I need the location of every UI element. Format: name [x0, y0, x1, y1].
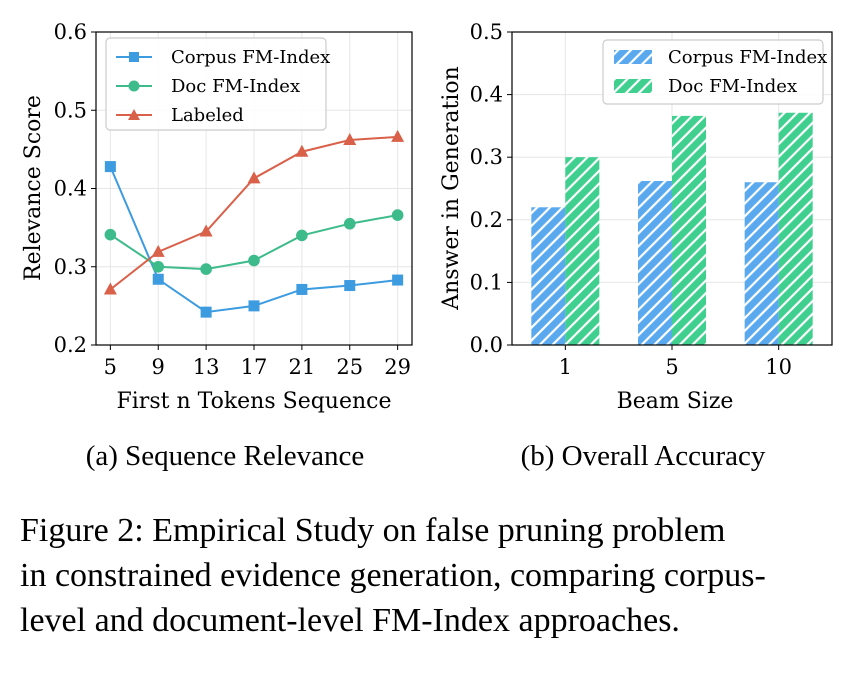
data-point-corpus-fm-index	[248, 300, 260, 312]
bar-doc-beam-5	[672, 115, 706, 345]
legend-label-corpus: Corpus FM-Index	[171, 47, 330, 68]
x-tick-label: 29	[384, 355, 411, 379]
data-point-doc-fm-index	[152, 260, 165, 273]
data-point-labeled	[151, 244, 165, 257]
data-point-labeled	[247, 171, 261, 184]
bar-doc-beam-10	[778, 112, 813, 345]
x-tick-label: 5	[104, 355, 117, 379]
legend-triangle-marker-icon	[128, 109, 140, 120]
x-tick-label: 10	[765, 355, 792, 379]
x-tick-label: 21	[289, 355, 316, 379]
y-tick-label: 0.0	[470, 333, 503, 357]
legend-label-doc-bar: Doc FM-Index	[668, 76, 797, 97]
data-point-corpus-fm-index	[344, 280, 356, 292]
legend-label-corpus-bar: Corpus FM-Index	[668, 47, 827, 68]
bar-doc-beam-1	[565, 157, 600, 345]
data-point-doc-fm-index	[296, 229, 308, 242]
legend-label-labeled: Labeled	[171, 105, 244, 126]
y-tick-label: 0.2	[470, 208, 503, 232]
y-tick-label: 0.3	[54, 255, 87, 279]
x-tick-label: 13	[193, 355, 220, 379]
x-tick-label: 1	[559, 355, 572, 379]
accuracy-bar-chart: 1 5 10 0.00.10.20.30.40.5 Beam Size Answer…	[439, 20, 833, 414]
data-point-labeled	[391, 129, 405, 142]
data-point-labeled	[103, 282, 117, 295]
x-tick-label: 25	[336, 355, 363, 379]
figure-caption: Figure 2: Empirical Study on false pruni…	[20, 508, 850, 643]
relevance-x-axis-label: First n Tokens Sequence	[117, 389, 392, 414]
x-tick-label: 17	[241, 355, 268, 379]
relevance-legend: Corpus FM-Index Doc FM-Index Labeled	[105, 37, 330, 131]
y-tick-label: 0.4	[54, 177, 87, 201]
data-point-doc-fm-index	[200, 263, 212, 275]
y-tick-label: 0.5	[470, 20, 503, 44]
data-point-corpus-fm-index	[296, 283, 308, 295]
data-point-corpus-fm-index	[392, 274, 404, 286]
data-point-corpus-fm-index	[152, 273, 164, 285]
y-tick-label: 0.1	[470, 270, 503, 294]
data-point-corpus-fm-index	[104, 161, 116, 173]
data-point-corpus-fm-index	[200, 306, 212, 318]
y-tick-label: 0.6	[54, 20, 87, 44]
relevance-x-ticks: 5 9 13 17 21 25 29	[104, 345, 411, 379]
accuracy-y-ticks: 0.0 0.1 0.2 0.3 0.4 0.5	[470, 20, 512, 357]
legend-hatch-green-swatch	[614, 79, 652, 93]
legend-square-marker-icon	[129, 52, 139, 62]
data-point-doc-fm-index	[104, 228, 117, 241]
caption-line-2: in constrained evidence generation, comp…	[20, 557, 766, 594]
bar-corpus-beam-1	[531, 207, 566, 345]
subcaption-a: (a) Sequence Relevance	[86, 440, 365, 472]
subcaption-b: (b) Overall Accuracy	[521, 440, 766, 472]
y-tick-label: 0.5	[54, 98, 87, 122]
relevance-y-ticks: 0.2 0.3 0.4 0.5 0.6	[54, 20, 96, 357]
y-tick-label: 0.2	[54, 333, 87, 357]
accuracy-legend: Corpus FM-Index Doc FM-Index	[602, 39, 827, 105]
accuracy-x-ticks: 1 5 10	[559, 345, 792, 379]
data-point-labeled	[199, 224, 213, 237]
bar-corpus-beam-10	[744, 182, 779, 345]
data-point-doc-fm-index	[391, 209, 404, 221]
data-point-labeled	[343, 132, 357, 145]
x-tick-label: 5	[665, 355, 678, 379]
caption-line-1: Figure 2: Empirical Study on false pruni…	[20, 512, 726, 549]
y-tick-label: 0.3	[470, 145, 503, 169]
legend-label-doc: Doc FM-Index	[171, 76, 300, 97]
x-tick-label: 9	[152, 355, 165, 379]
accuracy-x-axis-label: Beam Size	[617, 389, 734, 414]
legend-hatch-blue-swatch	[614, 50, 652, 64]
y-tick-label: 0.4	[470, 83, 503, 107]
data-point-doc-fm-index	[343, 217, 356, 230]
relevance-y-axis-label: Relevance Score	[21, 95, 46, 281]
caption-line-3: level and document-level FM-Index approa…	[20, 602, 680, 639]
data-point-labeled	[295, 144, 309, 157]
legend-circle-marker-icon	[128, 80, 140, 92]
data-point-doc-fm-index	[248, 254, 260, 267]
accuracy-bars	[531, 112, 813, 345]
accuracy-legend-box	[602, 39, 824, 105]
relevance-legend-box	[105, 37, 327, 131]
accuracy-y-axis-label: Answer in Generation	[439, 66, 464, 311]
relevance-series	[103, 129, 405, 318]
bar-corpus-beam-5	[638, 180, 672, 345]
relevance-line-chart: 5 9 13 17 21 25 29 0.2 0.3 0.4 0.5 0.6 First n Tok…	[21, 20, 413, 414]
